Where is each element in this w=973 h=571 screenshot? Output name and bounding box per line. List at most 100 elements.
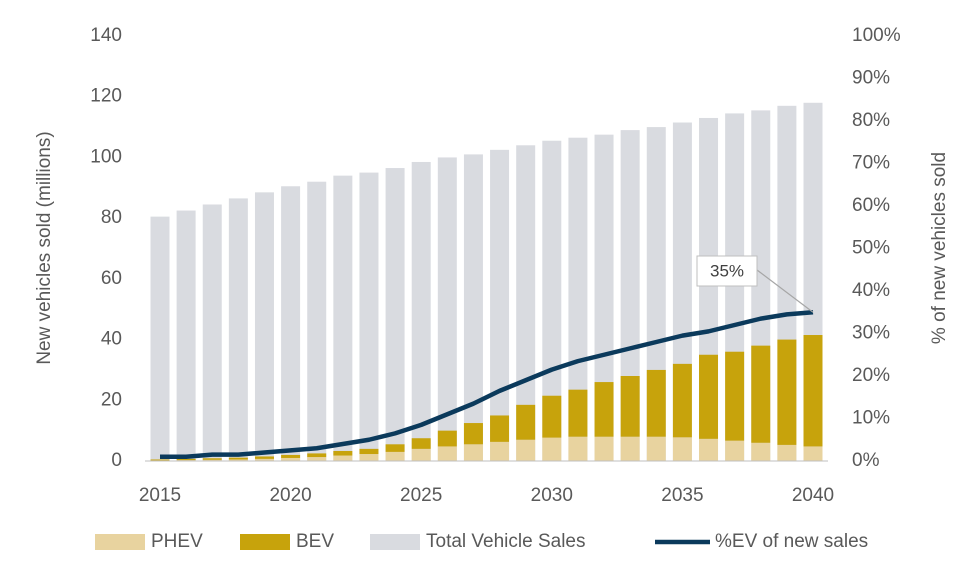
stack-bar bbox=[699, 354, 719, 439]
stack-bar bbox=[463, 444, 483, 461]
x-tick-label: 2040 bbox=[792, 485, 834, 506]
y2-tick-label: 80% bbox=[852, 110, 890, 131]
stack-bar bbox=[254, 458, 274, 461]
stack-bar bbox=[699, 438, 719, 461]
total-bar bbox=[228, 198, 248, 462]
y2-tick-label: 40% bbox=[852, 280, 890, 301]
total-bar bbox=[594, 134, 614, 462]
stack-bar bbox=[437, 446, 457, 461]
total-bar bbox=[568, 137, 588, 462]
stack-bar bbox=[385, 444, 405, 452]
stack-bar bbox=[803, 446, 823, 461]
label-leader bbox=[756, 269, 814, 313]
total-bar bbox=[333, 175, 353, 461]
stack-bar bbox=[437, 430, 457, 447]
y-axis-label: New vehicles sold (millions) bbox=[34, 131, 55, 364]
stack-bar bbox=[254, 456, 274, 459]
legend-swatch bbox=[95, 534, 145, 550]
y2-tick-label: 30% bbox=[852, 323, 890, 344]
y-tick-label: 100 bbox=[90, 146, 122, 167]
total-bar bbox=[150, 216, 170, 461]
stack-bar bbox=[620, 436, 640, 461]
stack-bar bbox=[333, 455, 353, 461]
x-tick-label: 2025 bbox=[400, 485, 442, 506]
stack-bar bbox=[228, 459, 248, 461]
legend-label: PHEV bbox=[151, 531, 203, 552]
stack-bar bbox=[646, 436, 666, 461]
stack-bar bbox=[202, 459, 222, 461]
total-bar bbox=[359, 172, 379, 461]
stack-bar bbox=[751, 442, 771, 461]
y2-tick-label: 70% bbox=[852, 153, 890, 174]
stack-bar bbox=[725, 440, 745, 461]
total-bar bbox=[490, 149, 510, 461]
label-box bbox=[696, 255, 758, 287]
total-bar bbox=[281, 186, 301, 461]
stack-bar bbox=[176, 458, 196, 461]
stack-bar bbox=[777, 339, 797, 445]
stack-bar bbox=[490, 415, 510, 442]
y-tick-label: 120 bbox=[90, 86, 122, 107]
y2-tick-label: 20% bbox=[852, 365, 890, 386]
total-bar bbox=[411, 161, 431, 461]
stack-bar bbox=[777, 444, 797, 461]
stack-bar bbox=[307, 453, 327, 458]
total-bar bbox=[463, 154, 483, 461]
x-tick-label: 2035 bbox=[661, 485, 703, 506]
x-tick-label: 2030 bbox=[531, 485, 573, 506]
y2-tick-label: 50% bbox=[852, 238, 890, 259]
total-bar bbox=[202, 204, 222, 461]
stack-bar bbox=[411, 448, 431, 461]
stack-bar bbox=[620, 376, 640, 437]
legend-label: %EV of new sales bbox=[715, 531, 868, 552]
y-tick-label: 0 bbox=[111, 450, 122, 471]
x-tick-label: 2015 bbox=[139, 485, 181, 506]
total-bar bbox=[176, 210, 196, 461]
stack-bar bbox=[359, 454, 379, 461]
stack-bar bbox=[490, 441, 510, 461]
stack-bar bbox=[725, 351, 745, 441]
y-tick-label: 60 bbox=[101, 268, 122, 289]
stack-bar bbox=[594, 436, 614, 461]
stack-bar bbox=[672, 437, 692, 461]
stack-bar bbox=[542, 437, 562, 461]
y2-tick-label: 90% bbox=[852, 68, 890, 89]
total-bar bbox=[437, 157, 457, 461]
total-bar bbox=[307, 181, 327, 461]
stack-bar bbox=[542, 395, 562, 438]
stack-bar bbox=[516, 439, 536, 461]
stack-bar bbox=[359, 448, 379, 455]
y-tick-label: 40 bbox=[101, 329, 122, 350]
y-tick-label: 140 bbox=[90, 25, 122, 46]
stack-bar bbox=[568, 389, 588, 437]
data-label: 35% bbox=[710, 261, 744, 280]
y2-tick-label: 60% bbox=[852, 195, 890, 216]
y2-axis-label: % of new vehicles sold bbox=[929, 152, 950, 344]
legend-swatch bbox=[240, 534, 290, 550]
y-tick-label: 80 bbox=[101, 207, 122, 228]
legend-label: Total Vehicle Sales bbox=[426, 531, 586, 552]
stack-bar bbox=[411, 438, 431, 449]
y2-tick-label: 10% bbox=[852, 408, 890, 429]
stack-bar bbox=[463, 423, 483, 445]
stack-bar bbox=[751, 345, 771, 443]
x-tick-label: 2020 bbox=[269, 485, 311, 506]
y2-tick-label: 0% bbox=[852, 450, 880, 471]
stack-bar bbox=[333, 450, 353, 456]
stack-bar bbox=[202, 458, 222, 460]
stack-bar bbox=[594, 382, 614, 437]
stack-bar bbox=[672, 363, 692, 438]
stack-bar bbox=[385, 451, 405, 461]
total-bar bbox=[385, 168, 405, 461]
legend-label: BEV bbox=[296, 531, 334, 552]
ev-share-line bbox=[160, 310, 814, 459]
stack-bar bbox=[281, 457, 301, 461]
stack-bar bbox=[646, 369, 666, 437]
total-bar bbox=[542, 140, 562, 461]
y-tick-label: 20 bbox=[101, 389, 122, 410]
legend-swatch bbox=[370, 534, 420, 550]
y2-tick-label: 100% bbox=[852, 25, 901, 46]
stack-bar bbox=[568, 436, 588, 461]
stack-bar bbox=[307, 457, 327, 461]
